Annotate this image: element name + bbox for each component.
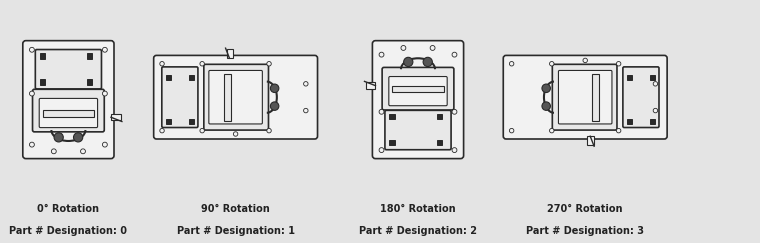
Circle shape — [267, 128, 271, 133]
Circle shape — [200, 128, 204, 133]
Circle shape — [379, 109, 384, 114]
Bar — [189, 75, 194, 80]
Bar — [587, 136, 594, 145]
Bar — [166, 75, 170, 80]
Circle shape — [160, 128, 164, 133]
Circle shape — [379, 148, 384, 153]
Circle shape — [549, 128, 554, 133]
Circle shape — [267, 61, 271, 66]
Text: 90° Rotation: 90° Rotation — [201, 204, 270, 214]
Bar — [43, 110, 94, 117]
Circle shape — [271, 102, 279, 110]
Bar — [651, 119, 655, 124]
FancyBboxPatch shape — [372, 41, 464, 159]
Bar — [389, 114, 394, 119]
Circle shape — [653, 108, 657, 113]
Circle shape — [616, 61, 621, 66]
Bar — [40, 53, 45, 59]
Text: 180° Rotation: 180° Rotation — [380, 204, 456, 214]
Bar — [87, 79, 93, 85]
Circle shape — [271, 84, 279, 93]
Bar — [166, 119, 170, 124]
Circle shape — [303, 82, 308, 86]
Circle shape — [404, 57, 413, 67]
Bar — [436, 140, 442, 146]
Text: Part # Designation: 0: Part # Designation: 0 — [9, 226, 128, 236]
Text: 0° Rotation: 0° Rotation — [37, 204, 100, 214]
Circle shape — [616, 128, 621, 133]
Circle shape — [303, 108, 308, 113]
Circle shape — [103, 47, 107, 52]
FancyBboxPatch shape — [204, 64, 268, 130]
Circle shape — [542, 84, 550, 93]
Bar — [224, 74, 230, 121]
Circle shape — [452, 109, 457, 114]
Circle shape — [509, 61, 514, 66]
Bar — [392, 86, 444, 92]
FancyBboxPatch shape — [382, 67, 454, 110]
FancyBboxPatch shape — [23, 41, 114, 159]
Text: Part # Designation: 3: Part # Designation: 3 — [526, 226, 644, 236]
Text: Part # Designation: 1: Part # Designation: 1 — [176, 226, 295, 236]
Bar — [189, 119, 194, 124]
Bar — [40, 79, 45, 85]
Circle shape — [549, 61, 554, 66]
Bar — [593, 74, 599, 121]
Bar — [436, 114, 442, 119]
Circle shape — [452, 148, 457, 153]
Circle shape — [653, 82, 657, 86]
Bar — [651, 75, 655, 80]
Circle shape — [430, 45, 435, 50]
Bar — [366, 82, 375, 89]
Text: 270° Rotation: 270° Rotation — [547, 204, 623, 214]
Circle shape — [30, 47, 34, 52]
FancyBboxPatch shape — [209, 70, 262, 124]
Bar — [389, 140, 394, 146]
Bar — [111, 114, 121, 120]
Circle shape — [583, 58, 587, 63]
Circle shape — [74, 133, 83, 142]
Circle shape — [542, 102, 550, 110]
Text: Part # Designation: 2: Part # Designation: 2 — [359, 226, 477, 236]
FancyBboxPatch shape — [162, 67, 198, 128]
Bar — [627, 75, 632, 80]
Circle shape — [103, 142, 107, 147]
Circle shape — [509, 128, 514, 133]
Circle shape — [401, 45, 406, 50]
Circle shape — [379, 52, 384, 57]
Bar — [87, 53, 93, 59]
Circle shape — [30, 142, 34, 147]
Circle shape — [54, 133, 63, 142]
Circle shape — [81, 149, 85, 154]
Circle shape — [452, 52, 457, 57]
FancyBboxPatch shape — [389, 77, 447, 106]
Circle shape — [423, 57, 432, 67]
FancyBboxPatch shape — [33, 89, 104, 132]
FancyBboxPatch shape — [623, 67, 659, 128]
FancyBboxPatch shape — [385, 110, 451, 150]
FancyBboxPatch shape — [154, 55, 318, 139]
FancyBboxPatch shape — [553, 64, 617, 130]
FancyBboxPatch shape — [35, 50, 102, 89]
FancyBboxPatch shape — [559, 70, 612, 124]
Circle shape — [30, 91, 34, 96]
Bar — [226, 49, 233, 58]
FancyBboxPatch shape — [40, 98, 97, 128]
Circle shape — [103, 91, 107, 96]
Circle shape — [160, 61, 164, 66]
Circle shape — [52, 149, 56, 154]
Circle shape — [233, 132, 238, 136]
FancyBboxPatch shape — [503, 55, 667, 139]
Bar — [627, 119, 632, 124]
Circle shape — [200, 61, 204, 66]
